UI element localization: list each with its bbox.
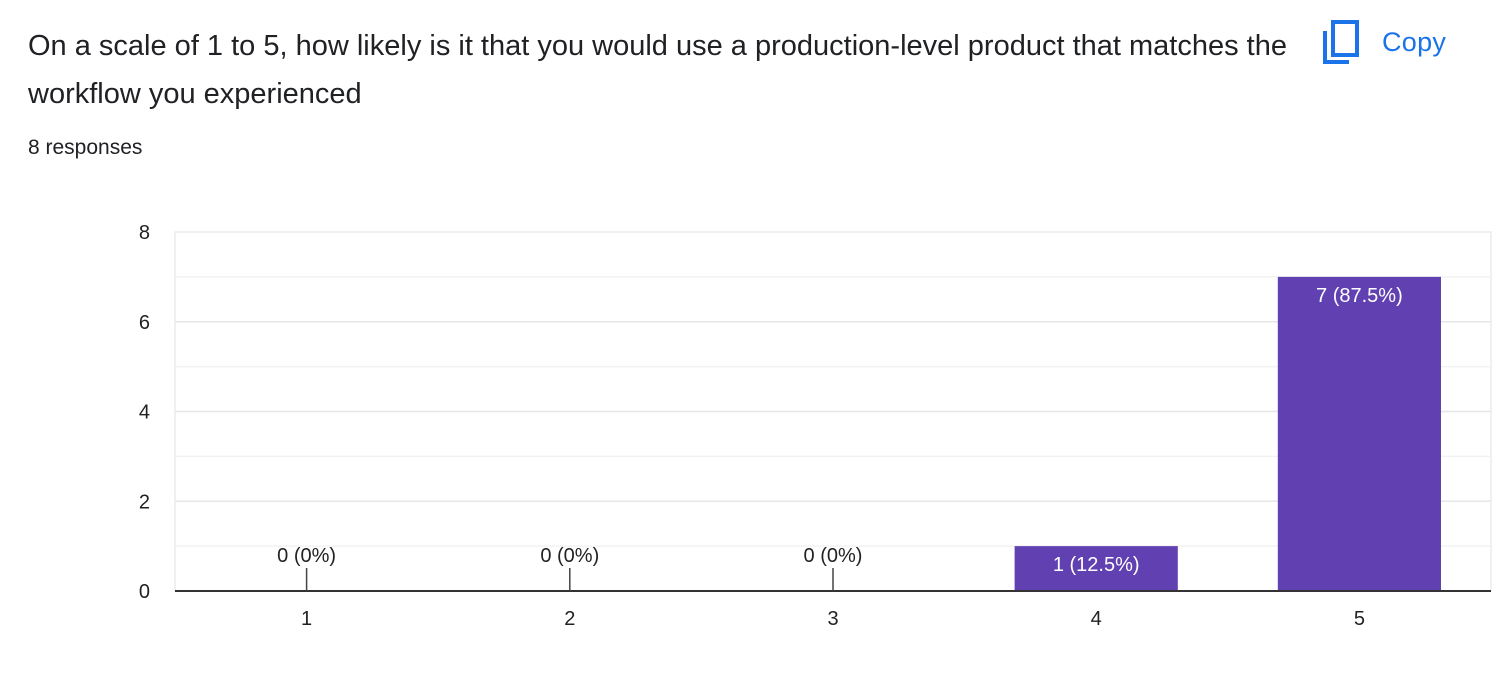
question-title: On a scale of 1 to 5, how likely is it t… — [28, 30, 1287, 110]
y-tick-label: 6 — [139, 312, 150, 334]
y-axis-ticks: 0 2 4 6 8 — [139, 222, 150, 603]
bar-data-label: 0 (0%) — [540, 545, 599, 567]
bars — [1014, 276, 1441, 591]
x-tick-label: 1 — [301, 608, 312, 630]
x-tick-label: 4 — [1091, 608, 1102, 630]
bar-data-label: 0 (0%) — [804, 545, 863, 567]
bar — [1014, 546, 1178, 591]
grid-lines — [175, 276, 1491, 547]
copy-button[interactable]: Copy — [1322, 16, 1446, 68]
y-tick-label: 2 — [139, 491, 150, 513]
x-tick-label: 2 — [564, 608, 575, 630]
copy-label: Copy — [1382, 26, 1447, 57]
copy-icon — [1323, 20, 1359, 64]
bar — [1277, 276, 1441, 591]
y-tick-label: 4 — [139, 402, 150, 424]
data-labels: 0 (0%) 0 (0%) 0 (0%) 1 (12.5%) 7 (87.5%) — [277, 285, 1403, 591]
x-tick-label: 3 — [827, 608, 838, 630]
bar-data-label: 1 (12.5%) — [1053, 554, 1140, 576]
y-tick-label: 0 — [139, 581, 150, 603]
bar-data-label: 7 (87.5%) — [1316, 285, 1403, 307]
y-tick-label: 8 — [139, 222, 150, 244]
bar-data-label: 0 (0%) — [277, 545, 336, 567]
x-axis-ticks: 1 2 3 4 5 — [301, 608, 1365, 630]
response-count: 8 responses — [28, 136, 143, 159]
x-tick-label: 5 — [1354, 608, 1365, 630]
